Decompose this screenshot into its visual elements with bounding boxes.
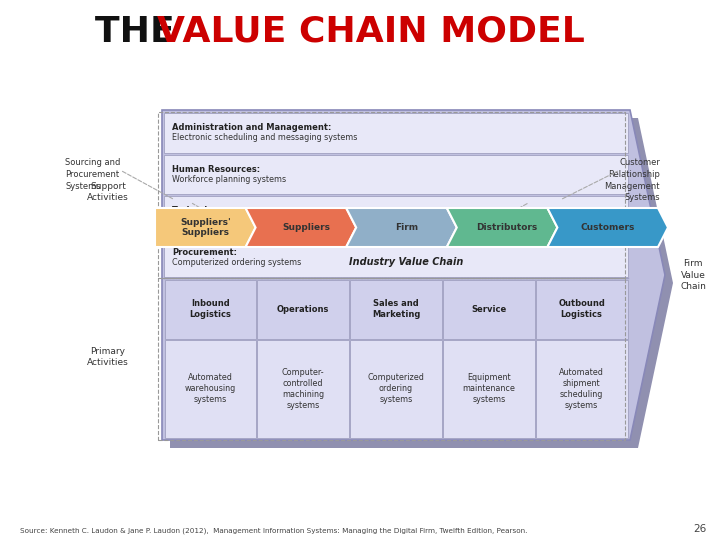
Bar: [164, 340, 256, 437]
Text: Suppliers'
Suppliers: Suppliers' Suppliers: [180, 218, 230, 237]
Bar: [350, 280, 442, 339]
Text: Computer-
controlled
machining
systems: Computer- controlled machining systems: [282, 368, 325, 410]
Text: Automated
shipment
scheduling
systems: Automated shipment scheduling systems: [559, 368, 604, 410]
Text: Source: Kenneth C. Laudon & Jane P. Laudon (2012),  Management Information Syste: Source: Kenneth C. Laudon & Jane P. Laud…: [20, 528, 527, 534]
Text: Computerized ordering systems: Computerized ordering systems: [172, 258, 301, 267]
Text: Firm
Value
Chain: Firm Value Chain: [680, 259, 706, 291]
Text: Firm: Firm: [395, 223, 418, 232]
Bar: [443, 340, 535, 437]
Bar: [257, 340, 349, 437]
Text: Electronic scheduling and messaging systems: Electronic scheduling and messaging syst…: [172, 133, 357, 142]
Bar: [164, 113, 628, 152]
Polygon shape: [346, 208, 456, 247]
Text: Technology:: Technology:: [172, 206, 229, 215]
Text: Computer-aided design systems: Computer-aided design systems: [172, 216, 302, 225]
Bar: [164, 280, 256, 339]
Polygon shape: [547, 208, 668, 247]
Text: Inbound
Logistics: Inbound Logistics: [189, 299, 231, 319]
Bar: [164, 196, 628, 235]
Text: Computerized
ordering
systems: Computerized ordering systems: [368, 373, 424, 404]
Polygon shape: [447, 208, 557, 247]
Bar: [443, 280, 535, 339]
Text: Procurement:: Procurement:: [172, 248, 237, 256]
Text: Industry Value Chain: Industry Value Chain: [348, 257, 463, 267]
Bar: [158, 112, 625, 278]
Text: Outbound
Logistics: Outbound Logistics: [558, 299, 605, 319]
Text: Human Resources:: Human Resources:: [172, 165, 260, 174]
Polygon shape: [170, 118, 673, 448]
Text: Distributors: Distributors: [477, 223, 538, 232]
Text: THE: THE: [95, 15, 187, 49]
Bar: [350, 340, 442, 437]
Text: Suppliers: Suppliers: [282, 223, 330, 232]
Text: VALUE CHAIN MODEL: VALUE CHAIN MODEL: [157, 15, 585, 49]
Text: Automated
warehousing
systems: Automated warehousing systems: [185, 373, 236, 404]
Polygon shape: [155, 208, 256, 247]
Text: Equipment
maintenance
systems: Equipment maintenance systems: [462, 373, 516, 404]
Polygon shape: [162, 110, 665, 440]
Bar: [257, 280, 349, 339]
Bar: [158, 278, 625, 440]
Text: Service: Service: [471, 305, 506, 314]
Bar: [164, 238, 628, 277]
Text: Support
Activities: Support Activities: [87, 181, 129, 202]
Polygon shape: [246, 208, 356, 247]
Text: Customers: Customers: [580, 223, 635, 232]
Bar: [536, 280, 628, 339]
Text: 26: 26: [693, 524, 706, 534]
Text: Administration and Management:: Administration and Management:: [172, 123, 331, 132]
Text: Primary
Activities: Primary Activities: [87, 347, 129, 367]
Text: Operations: Operations: [277, 305, 329, 314]
Bar: [536, 340, 628, 437]
Text: Workforce planning systems: Workforce planning systems: [172, 175, 286, 184]
Bar: [164, 154, 628, 194]
Text: Sales and
Marketing: Sales and Marketing: [372, 299, 420, 319]
Text: Sourcing and
Procurement
Systems: Sourcing and Procurement Systems: [65, 158, 120, 191]
Text: Customer
Relationship
Management
Systems: Customer Relationship Management Systems: [605, 158, 660, 202]
